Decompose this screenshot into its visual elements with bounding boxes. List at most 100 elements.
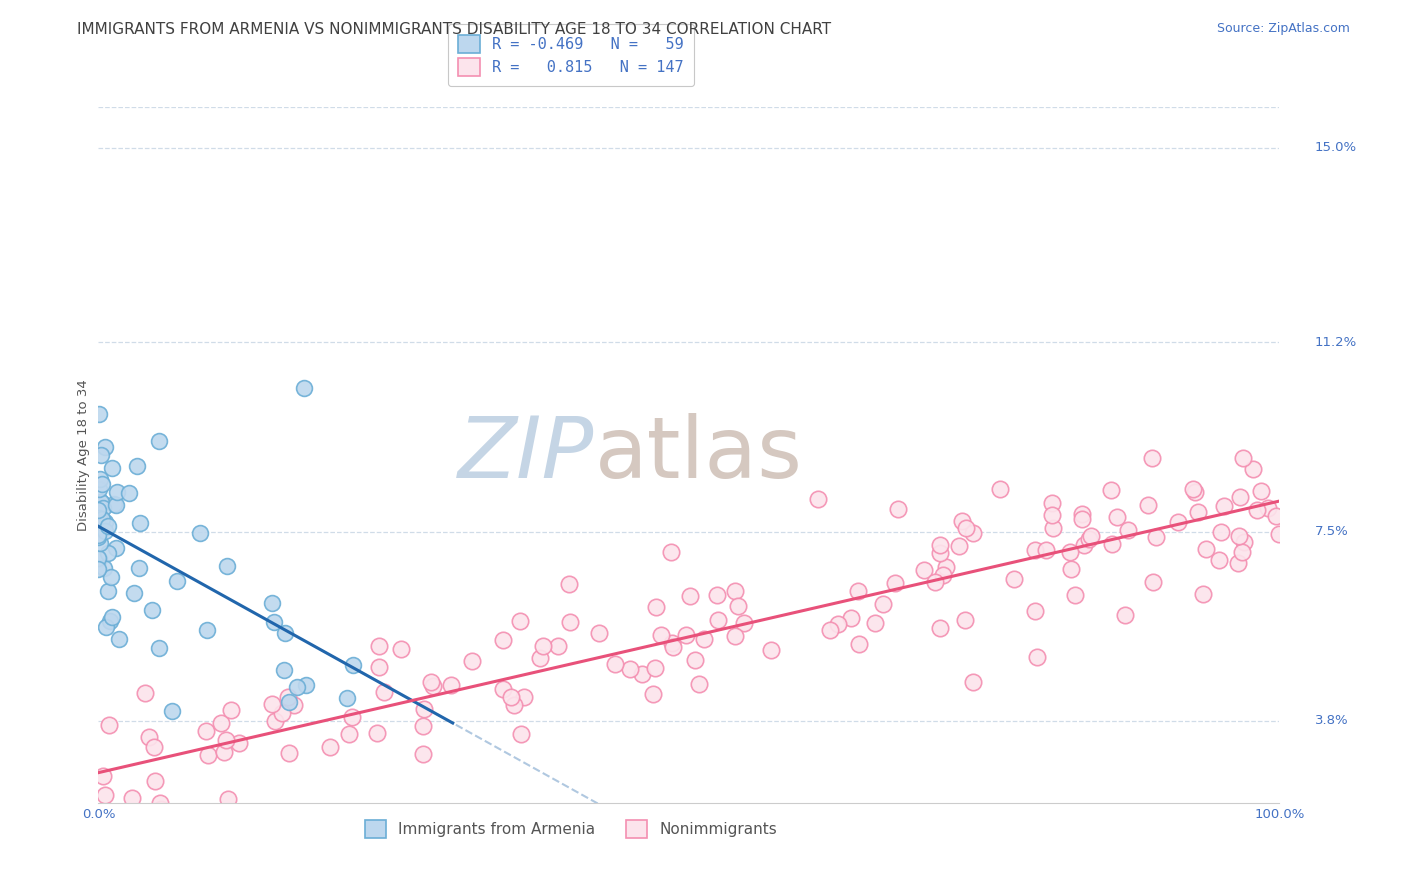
Point (166, 574, 188, 588)
Point (195, 724, 218, 739)
Point (950, 514, 973, 528)
Point (988, 482, 1011, 496)
Point (149, 802, 172, 816)
Point (1035, 543, 1057, 558)
Point (100, 570, 122, 584)
Point (87, 552, 110, 566)
Text: atlas: atlas (595, 413, 803, 497)
Point (373, 685, 395, 699)
Point (90, 495, 112, 509)
Point (727, 599, 749, 614)
Point (603, 657, 626, 672)
Point (228, 735, 250, 749)
Point (588, 625, 610, 640)
Point (1232, 535, 1254, 549)
Point (292, 381, 315, 395)
Point (413, 702, 436, 716)
Point (90, 477, 112, 491)
Point (298, 816, 321, 830)
Point (1229, 529, 1251, 543)
Point (1114, 608, 1136, 623)
Point (94, 619, 117, 633)
Point (87, 551, 110, 566)
Point (1024, 542, 1046, 557)
Point (149, 796, 172, 810)
Point (202, 816, 225, 830)
Point (412, 747, 434, 761)
Point (1232, 451, 1254, 466)
Point (547, 640, 569, 654)
Point (273, 664, 295, 678)
Point (277, 690, 299, 704)
Point (759, 642, 782, 657)
Point (1195, 541, 1218, 556)
Point (1107, 510, 1129, 524)
Point (1142, 575, 1164, 590)
Point (87, 531, 110, 545)
Point (1059, 545, 1081, 559)
Point (89, 520, 111, 534)
Point (659, 545, 682, 559)
Point (93, 561, 115, 575)
Point (89, 472, 111, 486)
Point (104, 541, 127, 555)
Point (87, 482, 110, 496)
Point (148, 434, 170, 448)
Point (839, 611, 862, 625)
Point (294, 677, 316, 691)
Point (97, 584, 120, 599)
Point (103, 497, 125, 511)
Point (529, 651, 551, 665)
Point (650, 628, 672, 642)
Point (661, 640, 683, 654)
Point (318, 740, 340, 755)
Point (87, 528, 110, 542)
Point (948, 539, 970, 553)
Point (675, 627, 697, 641)
Text: Source: ZipAtlas.com: Source: ZipAtlas.com (1216, 22, 1350, 36)
Point (644, 599, 666, 614)
Point (389, 641, 412, 656)
Point (263, 615, 285, 630)
Point (1192, 587, 1215, 601)
Point (129, 516, 152, 530)
Point (195, 623, 218, 637)
Point (1101, 537, 1123, 551)
Point (643, 687, 665, 701)
Point (141, 603, 163, 617)
Point (1232, 544, 1254, 558)
Point (87, 562, 110, 576)
Point (122, 586, 145, 600)
Point (93, 769, 115, 783)
Point (283, 698, 305, 712)
Point (935, 560, 957, 574)
Point (160, 704, 183, 718)
Point (460, 654, 482, 668)
Text: IMMIGRANTS FROM ARMENIA VS NONIMMIGRANTS DISABILITY AGE 18 TO 34 CORRELATION CHA: IMMIGRANTS FROM ARMENIA VS NONIMMIGRANTS… (77, 22, 831, 37)
Point (87, 503, 110, 517)
Point (1246, 503, 1268, 517)
Point (661, 636, 683, 650)
Point (883, 576, 905, 591)
Point (928, 621, 950, 635)
Point (340, 710, 363, 724)
Point (706, 613, 728, 627)
Point (509, 615, 531, 629)
Point (118, 485, 141, 500)
Point (1144, 530, 1167, 544)
Point (368, 659, 391, 673)
Point (342, 658, 364, 673)
Point (807, 492, 830, 507)
Point (1167, 515, 1189, 529)
Point (619, 662, 641, 676)
Point (104, 498, 127, 512)
Point (1080, 529, 1102, 543)
Point (337, 727, 360, 741)
Point (1182, 483, 1205, 497)
Point (1073, 538, 1095, 552)
Point (492, 633, 515, 648)
Point (631, 667, 654, 681)
Point (1208, 553, 1230, 567)
Point (492, 682, 515, 697)
Point (955, 614, 977, 628)
